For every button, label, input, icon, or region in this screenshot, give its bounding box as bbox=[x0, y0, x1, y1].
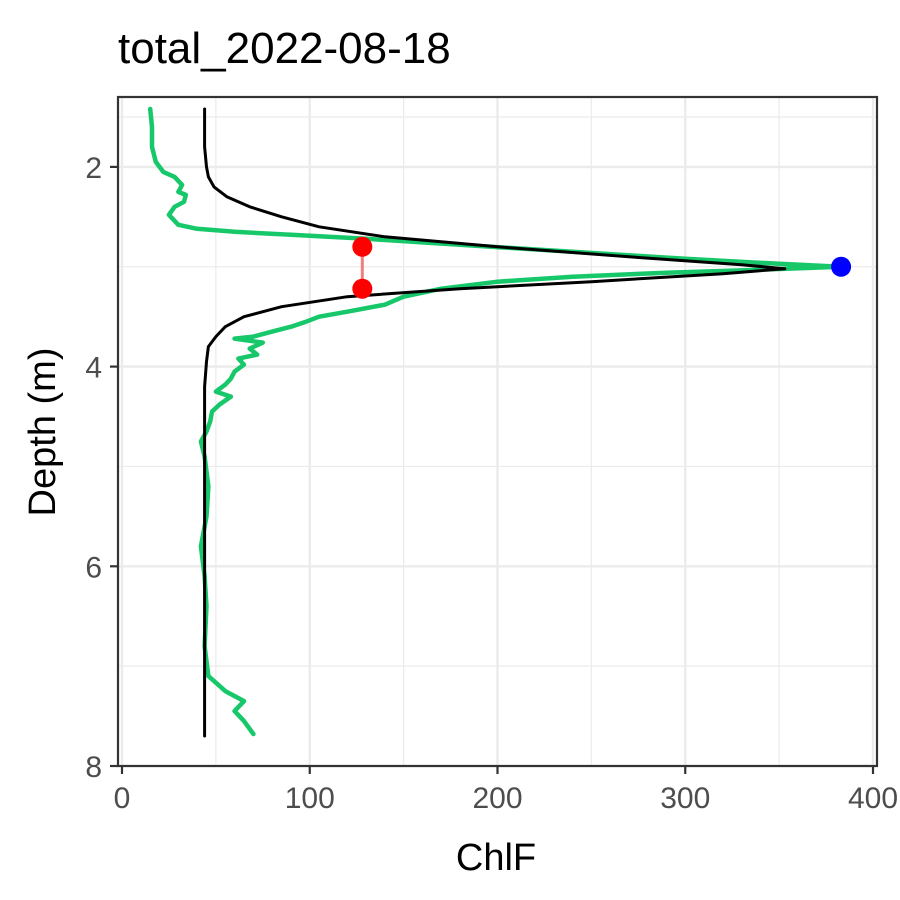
observed-profile-line bbox=[147, 106, 844, 737]
y-tick-label: 2 bbox=[85, 152, 102, 185]
peak-width-lower-point bbox=[352, 278, 373, 299]
x-tick-label: 400 bbox=[848, 782, 898, 815]
x-tick-label: 0 bbox=[114, 782, 131, 815]
y-tick-label: 8 bbox=[85, 751, 102, 784]
y-tick-label: 4 bbox=[85, 352, 102, 385]
plot-area: 0 100 200 300 400 2 4 6 8 bbox=[85, 95, 898, 815]
x-axis-title: ChlF bbox=[456, 837, 536, 879]
fitted-profile-line bbox=[203, 107, 787, 738]
peak-point bbox=[831, 256, 852, 277]
y-tick-label: 6 bbox=[85, 551, 102, 584]
x-tick-label: 300 bbox=[660, 782, 710, 815]
x-tick-label: 200 bbox=[472, 782, 522, 815]
chart-title: total_2022-08-18 bbox=[118, 24, 451, 73]
peak-width-upper-point bbox=[352, 236, 373, 257]
x-tick-label: 100 bbox=[285, 782, 335, 815]
y-axis-title: Depth (m) bbox=[22, 348, 64, 517]
